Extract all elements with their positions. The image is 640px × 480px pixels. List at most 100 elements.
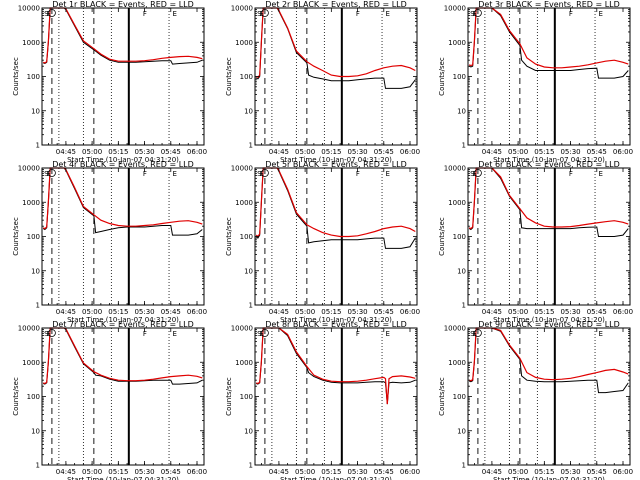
y-tick-label: 10 [31,427,40,435]
x-tick-label: 04:45 [56,148,76,156]
y-tick-label: 10 [244,427,253,435]
y-tick-label: 10000 [231,165,253,173]
segment-letter-marker: S [470,330,475,338]
y-tick-label: 100 [453,393,466,401]
circle-marker [261,169,269,177]
plot-frame [467,7,631,146]
lld-series-line [255,7,416,79]
y-tick-label: 10000 [231,5,253,13]
x-tick-label: 04:45 [269,148,289,156]
y-tick-label: 10 [31,107,40,115]
x-tick-label: 04:45 [56,468,76,476]
chart-title: Det 3r BLACK = Events, RED = LLD [478,0,620,9]
circle-marker [48,169,56,177]
chart-title: Det 1r BLACK = Events, RED = LLD [52,0,194,9]
segment-letter-marker: F [143,170,147,178]
x-tick-label: 05:00 [295,468,315,476]
segment-letter-marker: E [173,10,177,18]
y-axis-label: Counts/sec [225,377,233,416]
x-tick-label: 05:45 [374,468,394,476]
x-tick-label: 06:00 [613,308,633,316]
y-tick-label: 10000 [444,325,466,333]
chart-title: Det 5r BLACK = Events, RED = LLD [265,160,407,169]
lld-series-line [468,7,629,69]
y-tick-label: 1000 [22,39,40,47]
segment-letter-marker: E [173,170,177,178]
segment-letter-marker: S [44,10,49,18]
x-tick-label: 05:15 [534,308,554,316]
plot-frame [254,167,418,306]
x-tick-label: 05:30 [560,468,580,476]
y-tick-label: 100 [240,233,253,241]
segment-letter-marker: F [569,10,573,18]
plot-frame [41,327,205,466]
x-tick-label: 05:15 [321,148,341,156]
segment-letter-marker: S [257,170,262,178]
y-tick-label: 10000 [231,325,253,333]
y-tick-label: 1000 [235,39,253,47]
y-tick-label: 10000 [18,165,40,173]
segment-letter-marker: F [569,170,573,178]
x-tick-label: 04:45 [482,468,502,476]
x-axis-label: Start Time (10-Jan-07 04:31:20) [280,156,392,164]
segment-letter-marker: F [356,10,360,18]
x-tick-label: 04:45 [482,148,502,156]
chart-title: Det 4r BLACK = Events, RED = LLD [52,160,194,169]
y-tick-label: 1 [249,302,253,310]
segment-letter-marker: S [470,10,475,18]
x-tick-label: 04:45 [482,308,502,316]
y-tick-label: 1 [36,302,40,310]
y-tick-label: 10 [244,107,253,115]
x-tick-label: 04:45 [269,468,289,476]
y-tick-label: 10 [244,267,253,275]
x-tick-label: 05:30 [134,308,154,316]
segment-letter-marker: E [599,330,603,338]
x-tick-label: 05:30 [560,148,580,156]
lld-series-line [42,167,203,230]
events-series-line [469,327,629,394]
y-tick-label: 1000 [448,39,466,47]
x-tick-label: 05:45 [161,148,181,156]
y-tick-label: 10000 [18,325,40,333]
y-tick-label: 100 [27,73,40,81]
x-tick-label: 05:30 [134,148,154,156]
events-series-line [43,7,203,65]
x-tick-label: 06:00 [613,468,633,476]
y-tick-label: 10 [457,107,466,115]
events-series-line [42,167,203,236]
x-tick-label: 05:00 [82,148,102,156]
y-tick-label: 1 [462,142,466,150]
lld-series-line [256,327,416,405]
y-tick-label: 10 [457,267,466,275]
y-axis-label: Counts/sec [438,57,446,96]
x-tick-label: 05:30 [347,468,367,476]
x-tick-label: 05:15 [108,148,128,156]
x-tick-label: 05:45 [374,308,394,316]
circle-marker [48,329,56,337]
x-axis-label: Start Time (10-Jan-07 04:31:20) [67,476,179,480]
y-tick-label: 10 [457,427,466,435]
x-tick-label: 04:45 [56,308,76,316]
x-tick-label: 05:30 [347,148,367,156]
segment-letter-marker: E [386,330,390,338]
x-tick-label: 06:00 [400,148,420,156]
x-axis-label: Start Time (10-Jan-07 04:31:20) [280,316,392,324]
segment-letter-marker: S [257,330,262,338]
y-tick-label: 10000 [18,5,40,13]
circle-marker [474,169,482,177]
segment-letter-marker: E [173,330,177,338]
x-tick-label: 05:15 [534,468,554,476]
x-tick-label: 05:45 [587,308,607,316]
y-tick-label: 100 [240,73,253,81]
x-tick-label: 05:45 [161,308,181,316]
x-tick-label: 06:00 [400,468,420,476]
x-tick-label: 06:00 [187,148,207,156]
y-tick-label: 100 [453,73,466,81]
segment-letter-marker: S [257,10,262,18]
y-tick-label: 100 [27,393,40,401]
